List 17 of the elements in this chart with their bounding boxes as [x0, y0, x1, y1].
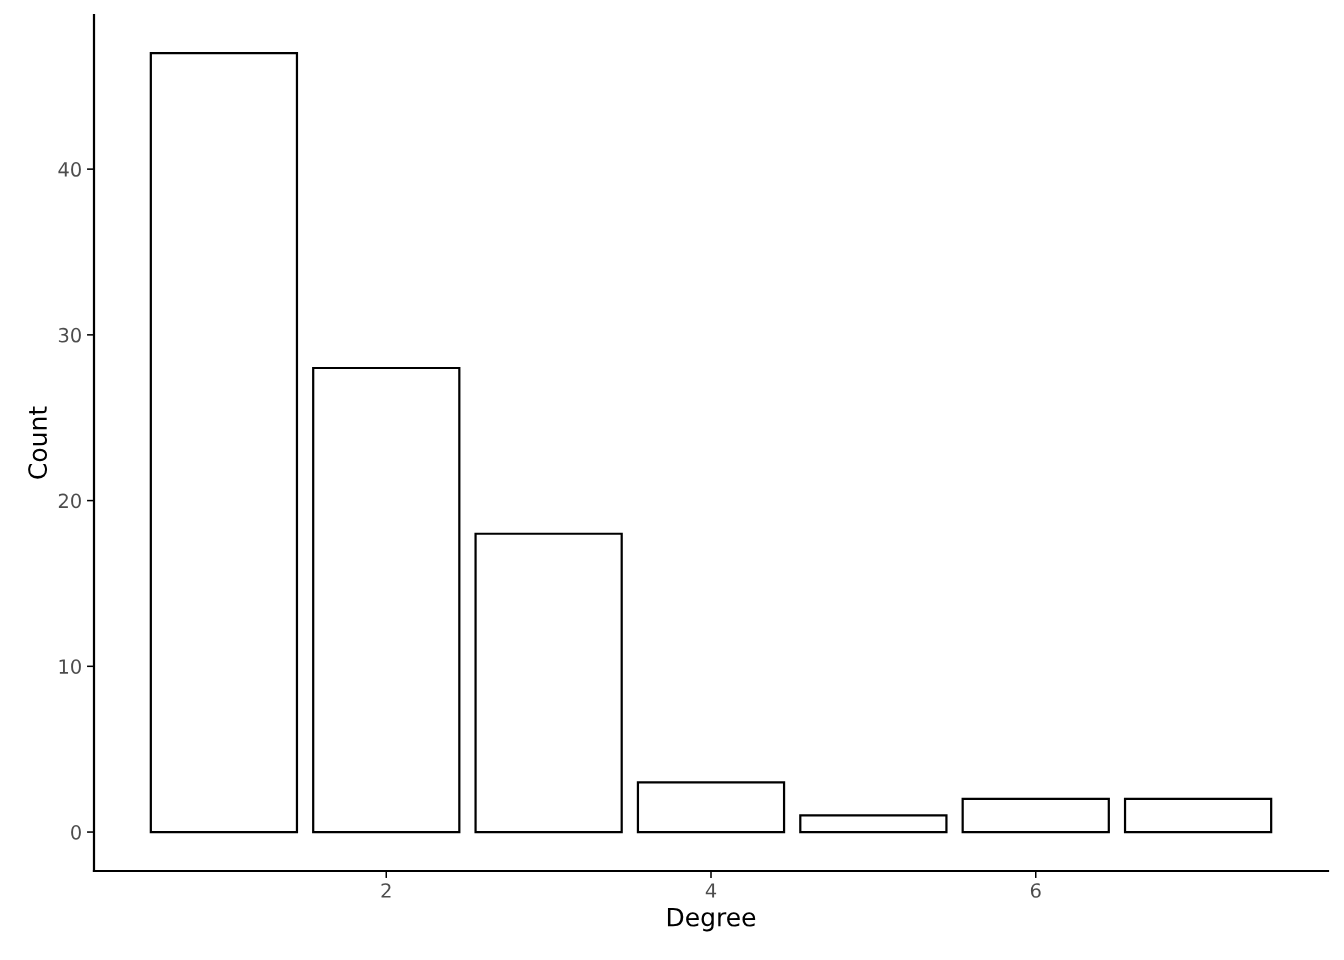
y-tick-label: 0: [71, 825, 81, 840]
x-axis-title: Degree: [667, 907, 756, 932]
bar: [474, 532, 623, 834]
y-tick-label: 40: [58, 162, 81, 177]
bar: [312, 366, 461, 834]
y-tick-label: 10: [59, 659, 81, 674]
y-tick-label: 30: [58, 327, 81, 343]
x-tick-label: 2: [381, 883, 391, 898]
bar: [149, 52, 299, 834]
bar: [961, 797, 1110, 834]
y-tick-label: 20: [58, 493, 81, 509]
x-tick-label: 4: [705, 883, 717, 898]
x-tick-label: 6: [1030, 883, 1041, 898]
bar: [799, 814, 948, 834]
y-axis-title: Count: [28, 406, 48, 479]
bar: [1123, 797, 1273, 834]
bar: [636, 781, 786, 834]
